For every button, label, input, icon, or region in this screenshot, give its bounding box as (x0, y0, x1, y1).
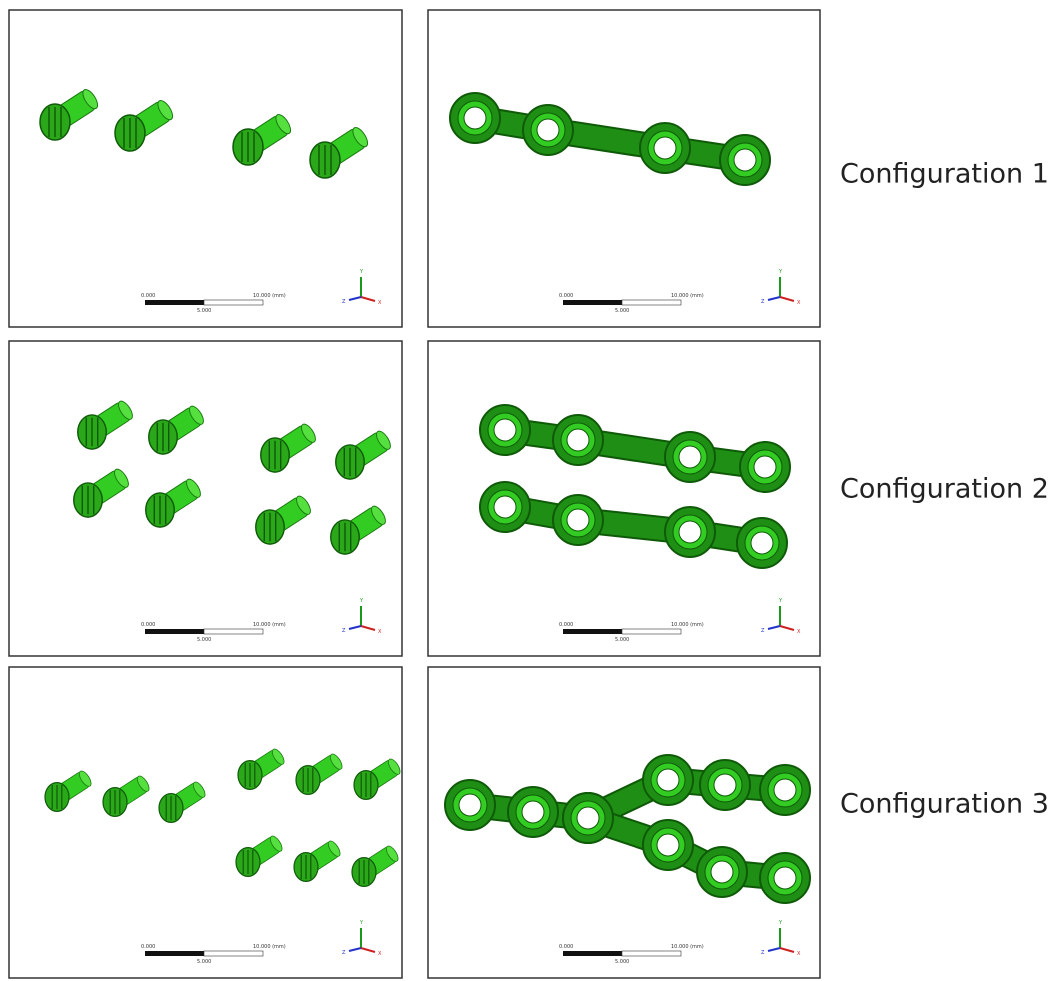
panel (9, 341, 402, 656)
plate-hole (459, 794, 481, 816)
panel (9, 10, 402, 327)
configuration-label: Configuration 3 (840, 789, 1049, 820)
plate-hole (679, 446, 701, 468)
plate-hole (734, 149, 756, 171)
axis-x-label: X (797, 951, 801, 957)
plate-hole (754, 456, 776, 478)
plate-hole (774, 779, 796, 801)
plate-hole (522, 801, 544, 823)
scale-bar-dark (563, 300, 622, 305)
plate-hole (657, 769, 679, 791)
axis-z-label: Z (761, 299, 765, 305)
axis-x-label: X (378, 629, 382, 635)
scale-bar-dark (145, 951, 204, 956)
scale-end: 10.000 (mm) (671, 944, 704, 950)
axis-z-label: Z (761, 950, 765, 956)
scale-bar-light (204, 300, 263, 305)
plate-hole (774, 867, 796, 889)
axis-z-label: Z (761, 628, 765, 634)
axis-x-label: X (797, 629, 801, 635)
plate-hole (567, 509, 589, 531)
scale-start: 0.000 (141, 622, 155, 628)
plate-hole (567, 429, 589, 451)
plate-hole (751, 532, 773, 554)
axis-z-label: Z (342, 950, 346, 956)
scale-mid: 5.000 (615, 959, 629, 965)
configuration-label: Configuration 1 (840, 159, 1049, 190)
plate-hole (714, 774, 736, 796)
scale-start: 0.000 (141, 293, 155, 299)
scale-mid: 5.000 (197, 637, 211, 643)
scale-mid: 5.000 (615, 637, 629, 643)
scale-end: 10.000 (mm) (253, 622, 286, 628)
scale-mid: 5.000 (197, 959, 211, 965)
scale-bar-dark (563, 951, 622, 956)
scale-bar-dark (145, 629, 204, 634)
plate-hole (494, 419, 516, 441)
scale-start: 0.000 (559, 944, 573, 950)
axis-x-label: X (378, 951, 382, 957)
plate-hole (494, 496, 516, 518)
scale-end: 10.000 (mm) (671, 622, 704, 628)
scale-start: 0.000 (559, 622, 573, 628)
plate-hole (711, 861, 733, 883)
plate-hole (577, 807, 599, 829)
panel (9, 667, 402, 978)
axis-x-label: X (378, 300, 382, 306)
configuration-label: Configuration 2 (840, 474, 1049, 505)
scale-bar-light (204, 951, 263, 956)
plate-hole (657, 834, 679, 856)
scale-bar-dark (563, 629, 622, 634)
scale-bar-light (204, 629, 263, 634)
scale-end: 10.000 (mm) (671, 293, 704, 299)
scale-start: 0.000 (141, 944, 155, 950)
axis-z-label: Z (342, 628, 346, 634)
scale-end: 10.000 (mm) (253, 293, 286, 299)
scale-mid: 5.000 (197, 308, 211, 314)
scale-bar-dark (145, 300, 204, 305)
scale-mid: 5.000 (615, 308, 629, 314)
scale-bar-light (622, 300, 681, 305)
plate-hole (537, 119, 559, 141)
plate-hole (464, 107, 486, 129)
axis-x-label: X (797, 300, 801, 306)
figure: 0.00010.000 (mm)5.000YXZ0.00010.000 (mm)… (0, 0, 1058, 981)
scale-start: 0.000 (559, 293, 573, 299)
scale-bar-light (622, 951, 681, 956)
axis-z-label: Z (342, 299, 346, 305)
scale-bar-light (622, 629, 681, 634)
scale-end: 10.000 (mm) (253, 944, 286, 950)
plate-hole (654, 137, 676, 159)
plate-hole (679, 521, 701, 543)
